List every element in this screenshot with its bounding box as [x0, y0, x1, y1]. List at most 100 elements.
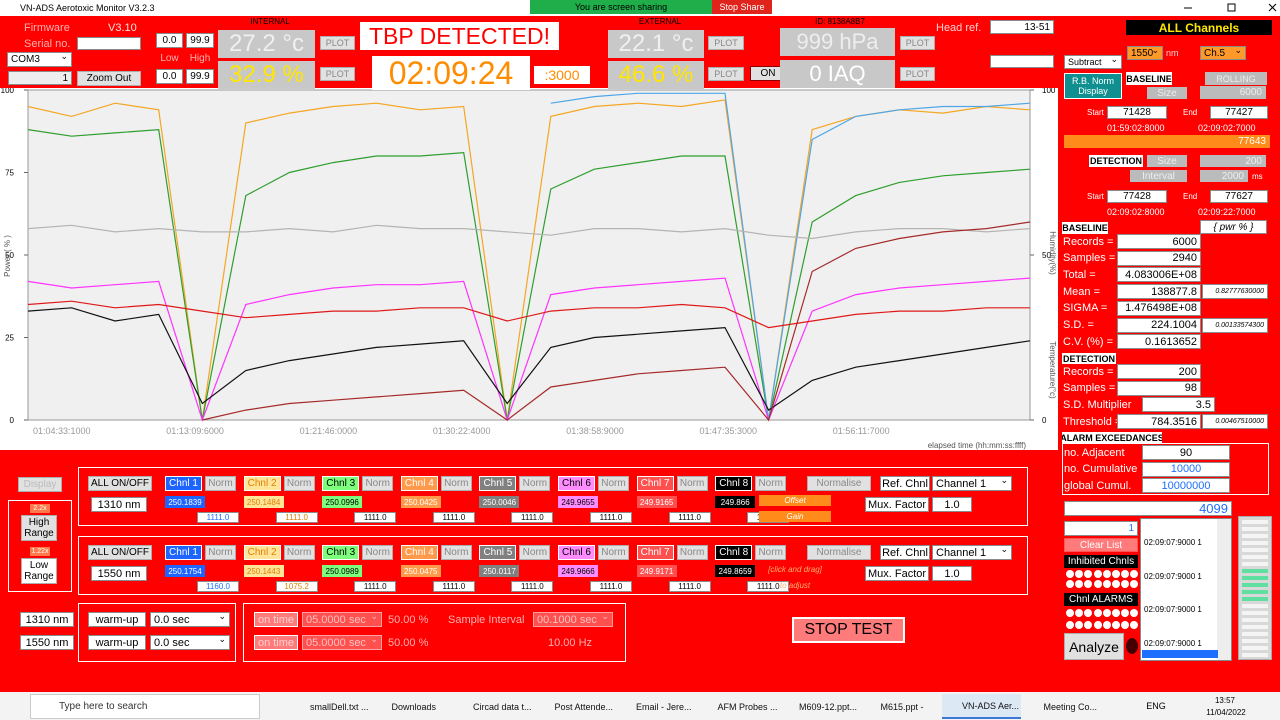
window-controls[interactable] — [1170, 0, 1280, 16]
taskbar-app[interactable]: Downloads — [391, 701, 437, 712]
norm-button[interactable]: Norm — [519, 545, 551, 560]
channel-indicator[interactable] — [1084, 621, 1093, 629]
channel-gain[interactable]: 1111.0 — [747, 581, 790, 592]
port-index[interactable]: 1 — [8, 71, 72, 85]
channel-button[interactable]: Chnl 7 — [636, 476, 674, 491]
channel-indicator[interactable] — [1075, 609, 1084, 617]
end-value[interactable]: 77627 — [1210, 190, 1268, 203]
channel-indicator[interactable] — [1075, 580, 1084, 588]
channel-gain[interactable]: 1111.0 — [432, 512, 475, 523]
channel-button[interactable]: Chnl 6 — [558, 545, 595, 560]
channel-indicator[interactable] — [1084, 570, 1093, 578]
plot-button[interactable]: PLOT — [900, 67, 935, 81]
taskbar-app[interactable]: Circad data t... — [473, 701, 532, 712]
channel-indicator[interactable] — [1121, 609, 1130, 617]
norm-button[interactable]: Norm — [598, 545, 629, 560]
plot-button[interactable]: PLOT — [708, 67, 744, 81]
channel-button[interactable]: Chnl 2 — [243, 476, 281, 491]
ref-channel-select[interactable]: Channel 1 — [932, 476, 1012, 491]
channel-gain[interactable]: 1111.0 — [668, 512, 711, 523]
taskbar-app[interactable]: M615.ppt - — [880, 701, 924, 712]
channel-indicator[interactable] — [1121, 580, 1130, 588]
warmup-select[interactable]: 0.0 sec — [150, 612, 230, 627]
channel-indicator[interactable] — [1112, 570, 1120, 578]
log-scrollbar[interactable] — [1217, 519, 1231, 660]
norm-button[interactable]: Norm — [283, 476, 315, 491]
taskbar-app[interactable]: smallDell.txt ... — [310, 701, 369, 712]
alarms-button[interactable]: Chnl ALARMS — [1064, 593, 1138, 606]
channel-gain[interactable]: 1111.0 — [590, 581, 632, 592]
analyze-button[interactable]: Analyze — [1064, 633, 1124, 660]
all-on-off[interactable]: ALL ON/OFF — [88, 476, 152, 491]
channel-button[interactable]: Chnl 8 — [715, 545, 753, 560]
mux-value[interactable]: 1.0 — [932, 497, 972, 512]
channel-indicator[interactable] — [1130, 609, 1139, 617]
channel-indicator[interactable] — [1093, 621, 1102, 629]
channel-button[interactable]: Chnl 5 — [479, 476, 517, 491]
channel-indicator[interactable] — [1093, 570, 1102, 578]
channel-indicator[interactable] — [1112, 609, 1120, 617]
channel-gain[interactable]: 1111.0 — [668, 581, 711, 592]
norm-button[interactable]: Norm — [755, 476, 787, 491]
on-time-select[interactable]: 05.0000 sec — [302, 635, 382, 650]
channel-indicator[interactable] — [1121, 570, 1130, 578]
channel-gain[interactable]: 1111.0 — [511, 512, 554, 523]
stop-test-button[interactable]: STOP TEST — [792, 617, 905, 643]
channel-indicator[interactable] — [1093, 609, 1102, 617]
display-button[interactable]: Display — [18, 477, 62, 492]
range-max[interactable]: 99.9 — [186, 69, 214, 84]
channel-indicator[interactable] — [1084, 609, 1093, 617]
range-max[interactable]: 99.9 — [186, 33, 214, 48]
all-on-off[interactable]: ALL ON/OFF — [88, 545, 152, 560]
norm-button[interactable]: Norm — [440, 476, 472, 491]
channel-button[interactable]: Chnl 1 — [165, 545, 202, 560]
channel-button[interactable]: Chnl 5 — [479, 545, 517, 560]
start-button[interactable] — [0, 692, 30, 720]
taskbar-app[interactable]: Post Attende... — [554, 701, 614, 712]
wavelength-select[interactable]: 1550 — [1127, 46, 1163, 60]
mode-select[interactable]: Subtract — [1064, 55, 1122, 69]
baseline-size[interactable]: 6000 — [1200, 86, 1266, 99]
channel-gain[interactable]: 1111.0 — [354, 512, 397, 523]
head-ref[interactable]: 13-51 — [990, 20, 1054, 34]
channel-indicator[interactable] — [1066, 609, 1074, 617]
channel-button[interactable]: Chnl 6 — [558, 476, 595, 491]
channel-gain[interactable]: 1111.0 — [197, 512, 239, 523]
serial-field[interactable] — [77, 37, 141, 50]
range-min[interactable]: 0.0 — [156, 33, 183, 48]
norm-button[interactable]: Norm — [362, 545, 394, 560]
rb-norm-button[interactable]: R.B. Norm Display — [1064, 73, 1122, 99]
taskbar-app[interactable]: Email - Jere... — [636, 701, 692, 712]
channel-indicator[interactable] — [1066, 580, 1074, 588]
norm-button[interactable]: Norm — [205, 476, 236, 491]
channel-indicator[interactable] — [1093, 580, 1102, 588]
detection-interval[interactable]: 2000 — [1200, 170, 1248, 182]
channel-indicator[interactable] — [1130, 570, 1139, 578]
channel-button[interactable]: Chnl 3 — [322, 545, 360, 560]
port-select[interactable]: COM3 — [7, 52, 72, 67]
channel-indicator[interactable] — [1102, 570, 1111, 578]
normalise-button[interactable]: Normalise — [807, 476, 871, 491]
norm-button[interactable]: Norm — [440, 545, 472, 560]
channel-button[interactable]: Chnl 7 — [636, 545, 674, 560]
channel-button[interactable]: Chnl 8 — [715, 476, 753, 491]
channel-button[interactable]: Chnl 4 — [400, 545, 438, 560]
detection-size[interactable]: 200 — [1200, 155, 1266, 167]
channel-gain[interactable]: 1111.0 — [275, 512, 318, 523]
channel-indicator[interactable] — [1084, 580, 1093, 588]
end-value[interactable]: 77427 — [1210, 106, 1268, 119]
plot-button[interactable]: PLOT — [320, 67, 355, 81]
search-box[interactable]: Type here to search — [30, 694, 260, 719]
taskbar-app[interactable]: VN-ADS Aer... — [942, 694, 1021, 719]
sample-interval-select[interactable]: 00.1000 sec — [533, 612, 613, 627]
normalise-button[interactable]: Normalise — [807, 545, 871, 560]
channel-gain[interactable]: 1111.0 — [354, 581, 397, 592]
plot-button[interactable]: PLOT — [708, 36, 744, 50]
norm-button[interactable]: Norm — [362, 476, 394, 491]
plot-button[interactable]: PLOT — [320, 36, 355, 50]
norm-button[interactable]: Norm — [598, 476, 629, 491]
start-value[interactable]: 71428 — [1107, 106, 1167, 119]
channel-gain[interactable]: 1160.0 — [197, 581, 239, 592]
taskbar-app[interactable]: AFM Probes ... — [717, 701, 777, 712]
high-range-button[interactable]: High Range — [21, 515, 57, 541]
